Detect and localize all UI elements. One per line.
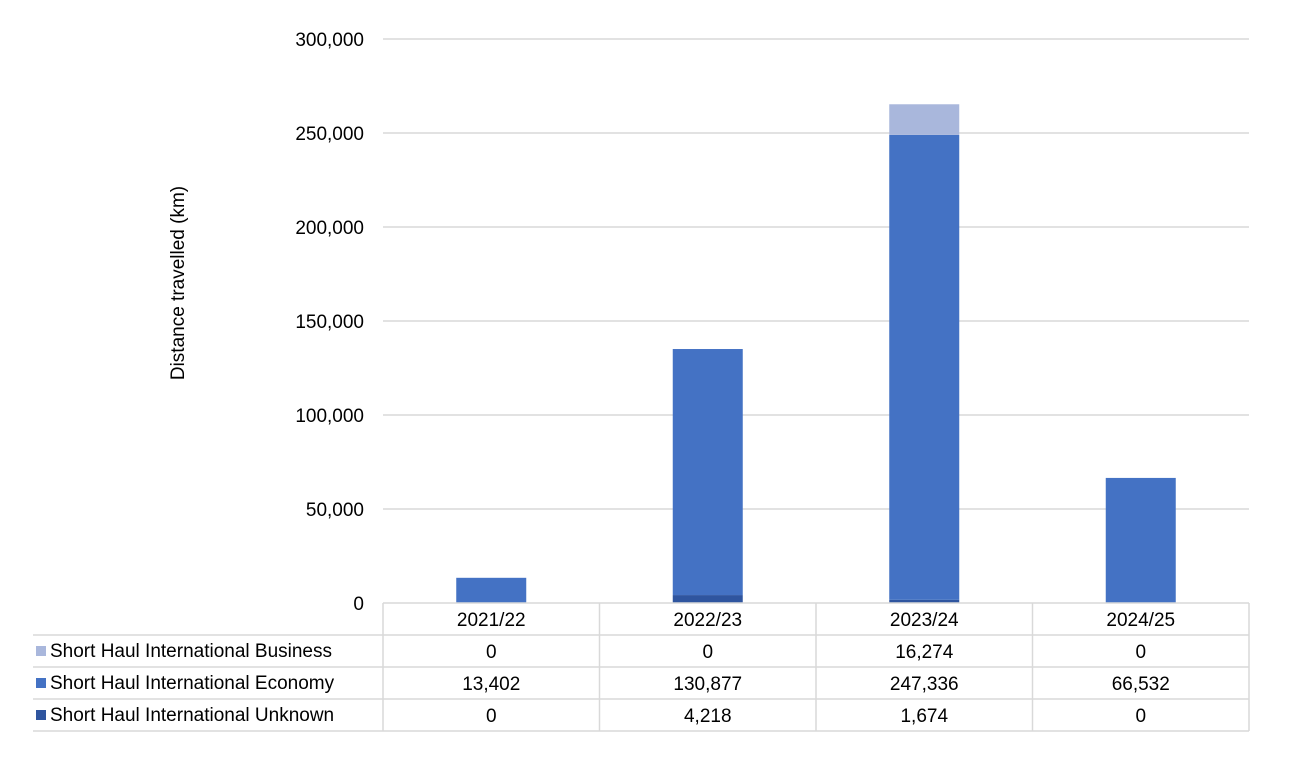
x-tick-label: 2022/23 — [673, 610, 742, 631]
data-label: 0 — [702, 642, 713, 663]
y-tick-label: 300,000 — [295, 30, 364, 51]
data-label: 0 — [1135, 706, 1146, 727]
data-table: 2021/22 2022/23 2023/24 2024/25 Short Haul I… — [33, 602, 1250, 732]
x-tick-label: 2023/24 — [890, 610, 959, 631]
data-label: 1,674 — [900, 706, 948, 727]
x-tick-label: 2021/22 — [457, 610, 526, 631]
data-label: 4,218 — [684, 706, 732, 727]
data-label: 0 — [1135, 642, 1146, 663]
y-axis-label: Distance travelled (km) — [168, 186, 189, 380]
bar-segment-1-2 — [672, 595, 743, 603]
gridlines — [383, 38, 1249, 510]
legend-label: Short Haul International Unknown — [50, 705, 334, 726]
y-tick-label: 200,000 — [295, 218, 364, 239]
y-tick-label: 50,000 — [306, 500, 364, 521]
bar-segment-2-1 — [456, 577, 527, 603]
data-label: 13,402 — [462, 674, 520, 695]
data-label: 16,274 — [895, 642, 954, 663]
legend-swatch — [36, 678, 46, 688]
data-label: 0 — [486, 642, 497, 663]
legend-label: Short Haul International Economy — [50, 673, 335, 694]
bar-segment-1-3 — [889, 599, 960, 603]
y-tick-label: 250,000 — [295, 124, 364, 145]
x-tick-label: 2024/25 — [1106, 610, 1175, 631]
y-tick-label: 150,000 — [295, 312, 364, 333]
bar-segment-2-3 — [889, 134, 960, 600]
bars — [456, 104, 1176, 603]
data-label: 130,877 — [673, 674, 742, 695]
bar-segment-3-3 — [889, 104, 960, 135]
bar-segment-2-4 — [1105, 477, 1176, 603]
data-label: 0 — [486, 706, 497, 727]
legend-swatch — [36, 710, 46, 720]
y-tick-label: 100,000 — [295, 406, 364, 427]
data-label: 66,532 — [1112, 674, 1170, 695]
legend-swatch — [36, 646, 46, 656]
bar-segment-2-2 — [672, 349, 743, 596]
data-label: 247,336 — [890, 674, 959, 695]
y-axis-ticks: 0 50,000 100,000 150,000 200,000 250,000 300,0… — [295, 30, 364, 615]
legend-label: Short Haul International Business — [50, 641, 332, 662]
y-tick-label: 0 — [353, 594, 364, 615]
